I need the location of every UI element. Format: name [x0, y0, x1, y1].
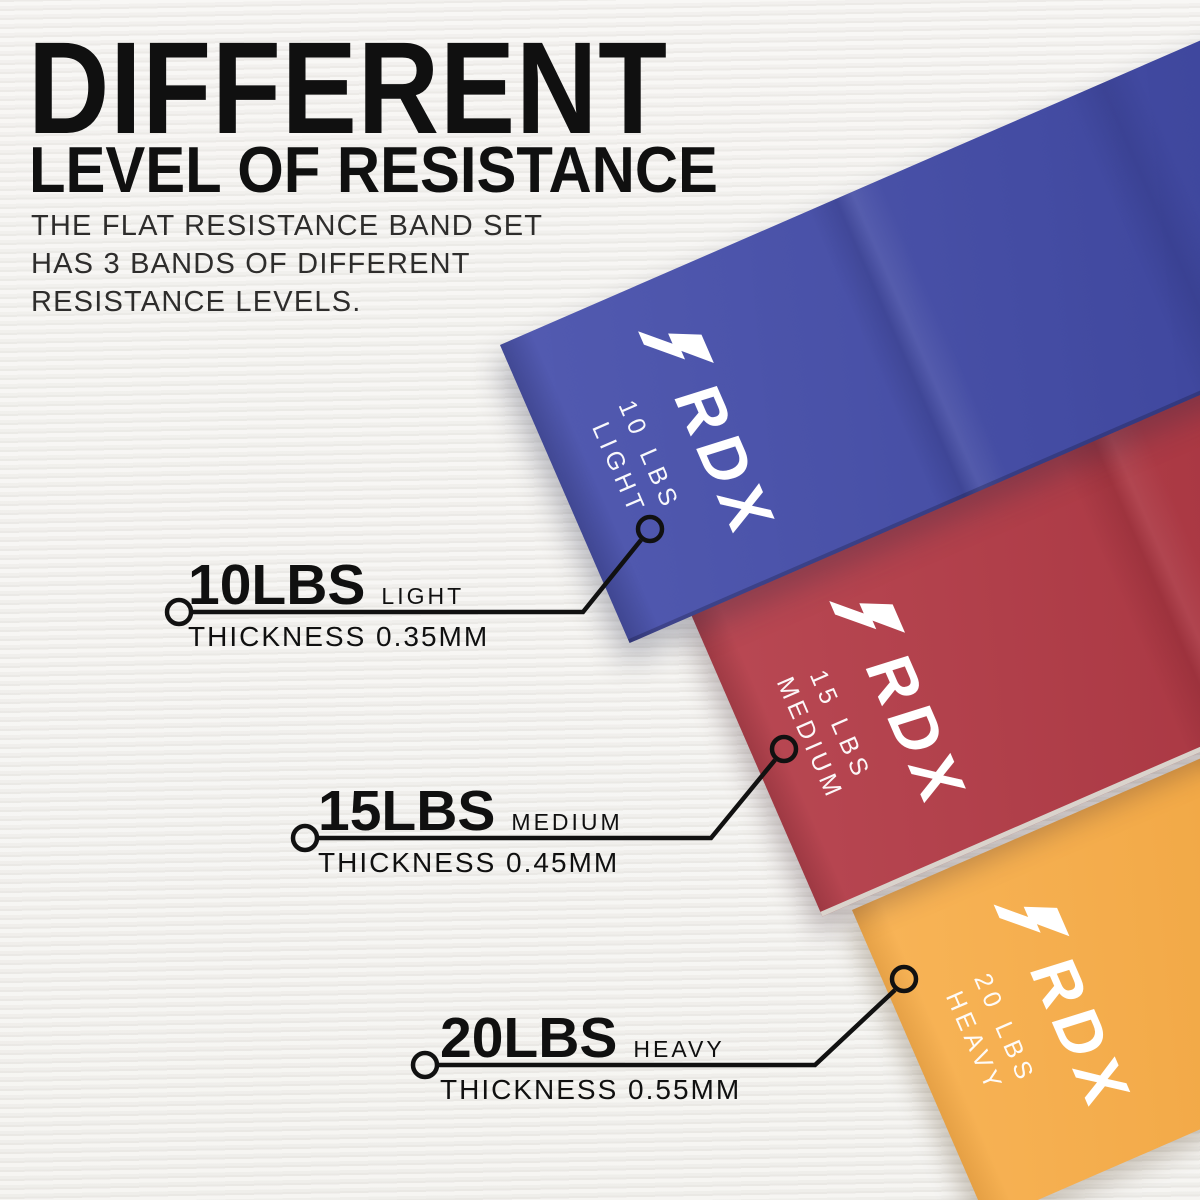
callout-thickness: THICKNESS 0.55MM — [440, 1074, 742, 1105]
description: THE FLAT RESISTANCE BAND SET HAS 3 BANDS… — [31, 207, 543, 321]
rdx-logo-text: RDX — [1015, 951, 1148, 1119]
callout-weight: 20LBS — [440, 1006, 618, 1070]
callout-heading: 20LBS HEAVY — [440, 1006, 741, 1070]
resistance-band-heavy: RDX 20 LBS HEAVY — [852, 622, 1200, 1200]
band-print-heavy: RDX 20 LBS HEAVY — [914, 883, 1148, 1154]
description-line: HAS 3 BANDS OF DIFFERENT — [31, 248, 471, 280]
callout-10lbs: 10LBS LIGHT THICKNESS 0.35MM — [188, 553, 490, 653]
callout-level: HEAVY — [633, 1036, 725, 1062]
callout-15lbs: 15LBS MEDIUM THICKNESS 0.45MM — [318, 779, 623, 879]
resistance-band-medium: RDX 15 LBS MEDIUM — [690, 277, 1200, 917]
resistance-band-light: RDX 10 LBS LIGHT — [500, 0, 1200, 644]
rdx-logo: RDX — [634, 313, 792, 546]
band-print-medium: RDX 15 LBS MEDIUM — [749, 579, 983, 850]
callout-heading: 10LBS LIGHT — [188, 553, 489, 617]
callout-level: MEDIUM — [511, 809, 623, 835]
callout-weight: 10LBS — [188, 553, 366, 617]
rdx-arrow-icon — [637, 313, 717, 387]
page-title: DIFFERENT — [28, 14, 668, 161]
rdx-arrow-icon — [993, 887, 1073, 961]
callout-thickness: THICKNESS 0.45MM — [318, 847, 620, 878]
callout-thickness: THICKNESS 0.35MM — [188, 621, 490, 652]
rdx-logo: RDX — [990, 886, 1148, 1119]
rdx-arrow-icon — [828, 583, 908, 657]
callout-level: LIGHT — [381, 583, 465, 609]
callout-20lbs: 20LBS HEAVY THICKNESS 0.55MM — [440, 1006, 742, 1106]
callout-heading: 15LBS MEDIUM — [318, 779, 623, 843]
page-subtitle: LEVEL OF RESISTANCE — [29, 133, 718, 206]
description-line: RESISTANCE LEVELS. — [31, 286, 362, 318]
rdx-logo-text: RDX — [659, 377, 792, 546]
description-line: THE FLAT RESISTANCE BAND SET — [31, 210, 544, 242]
rdx-logo: RDX — [826, 582, 983, 815]
callout-weight: 15LBS — [318, 779, 496, 843]
band-print-light: RDX 10 LBS LIGHT — [558, 309, 792, 580]
rdx-logo-text: RDX — [850, 647, 983, 815]
